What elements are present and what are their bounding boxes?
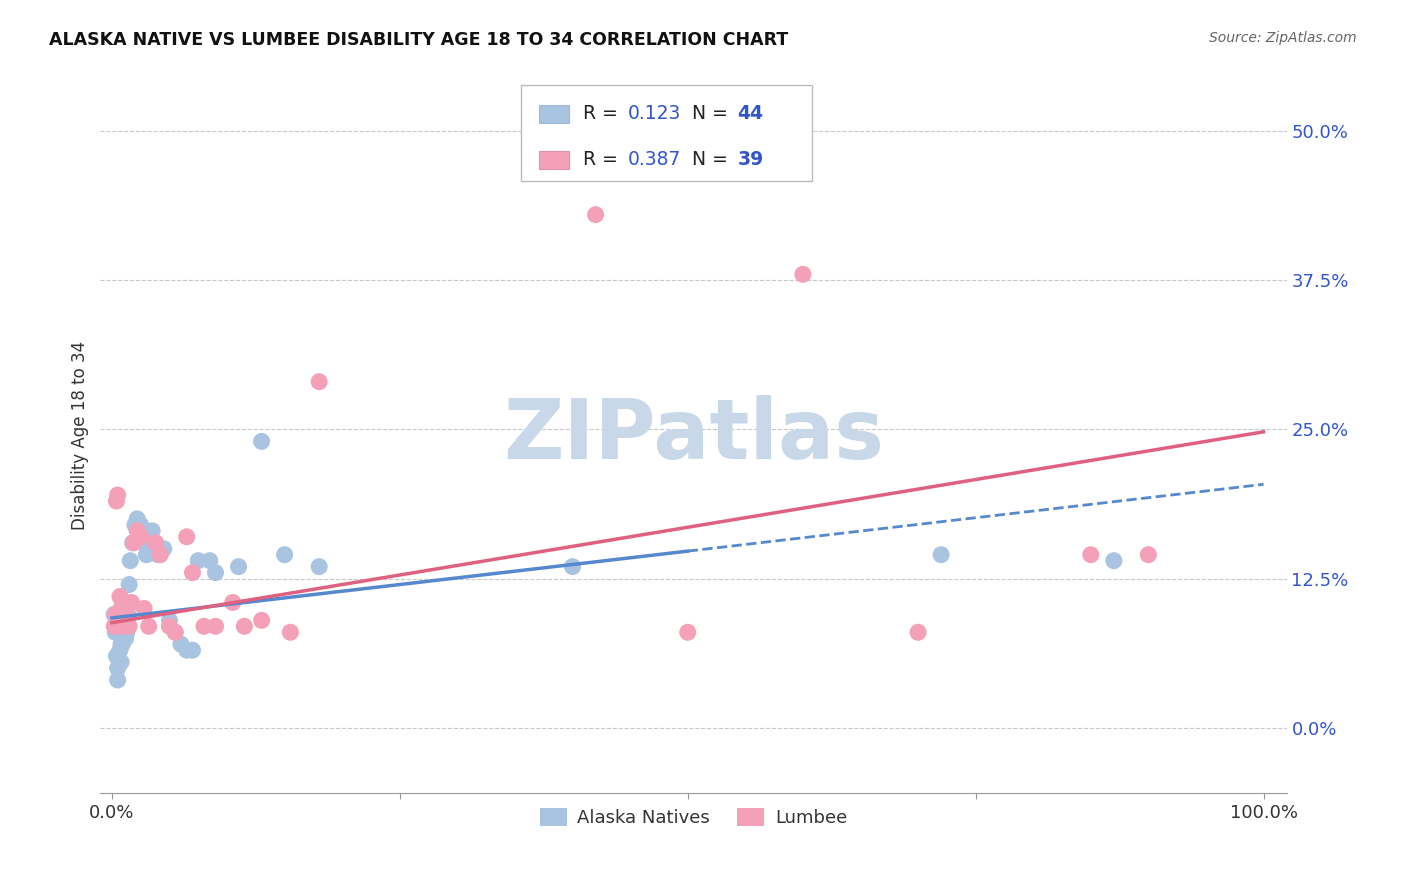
Point [111, 613, 134, 627]
Y-axis label: Disability Age 18 to 34: Disability Age 18 to 34 [72, 341, 89, 530]
Point [122, 535, 145, 549]
Point [193, 619, 215, 633]
Point [181, 643, 204, 657]
Point [233, 619, 256, 633]
Point [127, 512, 149, 526]
Point [929, 548, 952, 562]
Point [114, 632, 136, 646]
Point [129, 517, 152, 532]
Point [107, 625, 129, 640]
Point [110, 637, 132, 651]
Point [124, 517, 146, 532]
Point [176, 643, 198, 657]
Point [103, 607, 125, 622]
Point [108, 613, 131, 627]
Point [250, 434, 273, 449]
Point [165, 625, 187, 640]
Point [118, 577, 141, 591]
Point [141, 524, 163, 538]
Point [104, 625, 127, 640]
Point [280, 625, 302, 640]
Text: 44: 44 [737, 104, 763, 123]
Point [204, 566, 226, 580]
Point [176, 530, 198, 544]
Text: ALASKA NATIVE VS LUMBEE DISABILITY AGE 18 TO 34 CORRELATION CHART: ALASKA NATIVE VS LUMBEE DISABILITY AGE 1… [49, 31, 789, 49]
Point [1137, 548, 1160, 562]
Point [134, 535, 156, 549]
Text: ZIPatlas: ZIPatlas [503, 395, 884, 476]
Text: 0.387: 0.387 [628, 151, 682, 169]
Text: R =: R = [583, 151, 624, 169]
Point [117, 607, 139, 622]
Point [159, 613, 181, 627]
Point [792, 268, 814, 282]
Point [138, 619, 160, 633]
Point [149, 548, 172, 562]
Point [129, 530, 152, 544]
Point [1080, 548, 1102, 562]
Point [308, 375, 330, 389]
Text: N =: N = [692, 104, 734, 123]
Point [110, 601, 132, 615]
Point [110, 655, 132, 669]
Point [120, 595, 142, 609]
Point [107, 673, 129, 687]
Point [112, 613, 135, 627]
Point [112, 607, 135, 622]
Point [585, 208, 607, 222]
Point [273, 548, 295, 562]
Point [187, 554, 209, 568]
Point [204, 619, 226, 633]
Point [107, 661, 129, 675]
Point [907, 625, 929, 640]
Point [308, 559, 330, 574]
Point [228, 559, 250, 574]
Text: Source: ZipAtlas.com: Source: ZipAtlas.com [1209, 31, 1357, 45]
Point [135, 548, 157, 562]
Text: R =: R = [583, 104, 624, 123]
Point [104, 607, 127, 622]
Legend: Alaska Natives, Lumbee: Alaska Natives, Lumbee [533, 801, 855, 834]
Point [181, 566, 204, 580]
Point [105, 649, 128, 664]
Point [115, 613, 138, 627]
FancyBboxPatch shape [540, 104, 569, 122]
FancyBboxPatch shape [540, 151, 569, 169]
Text: N =: N = [692, 151, 734, 169]
Point [222, 595, 245, 609]
Point [127, 524, 149, 538]
Point [676, 625, 699, 640]
Point [146, 548, 169, 562]
Point [107, 607, 129, 622]
Text: 0.123: 0.123 [628, 104, 682, 123]
Text: 39: 39 [737, 151, 763, 169]
Point [152, 541, 174, 556]
Point [105, 494, 128, 508]
Point [111, 619, 134, 633]
Point [114, 619, 136, 633]
Point [114, 601, 136, 615]
Point [114, 607, 136, 622]
Point [198, 554, 221, 568]
Point [112, 601, 135, 615]
Point [115, 625, 138, 640]
Point [108, 643, 131, 657]
Point [118, 619, 141, 633]
Point [1102, 554, 1125, 568]
Point [250, 613, 273, 627]
FancyBboxPatch shape [522, 85, 813, 181]
Point [111, 637, 134, 651]
Point [165, 625, 187, 640]
Point [159, 619, 181, 633]
Point [111, 613, 134, 627]
Point [108, 590, 131, 604]
Point [103, 619, 125, 633]
Point [120, 554, 142, 568]
Point [107, 488, 129, 502]
Point [121, 535, 143, 549]
Point [561, 559, 583, 574]
Point [134, 601, 156, 615]
Point [170, 637, 193, 651]
Point [145, 535, 167, 549]
